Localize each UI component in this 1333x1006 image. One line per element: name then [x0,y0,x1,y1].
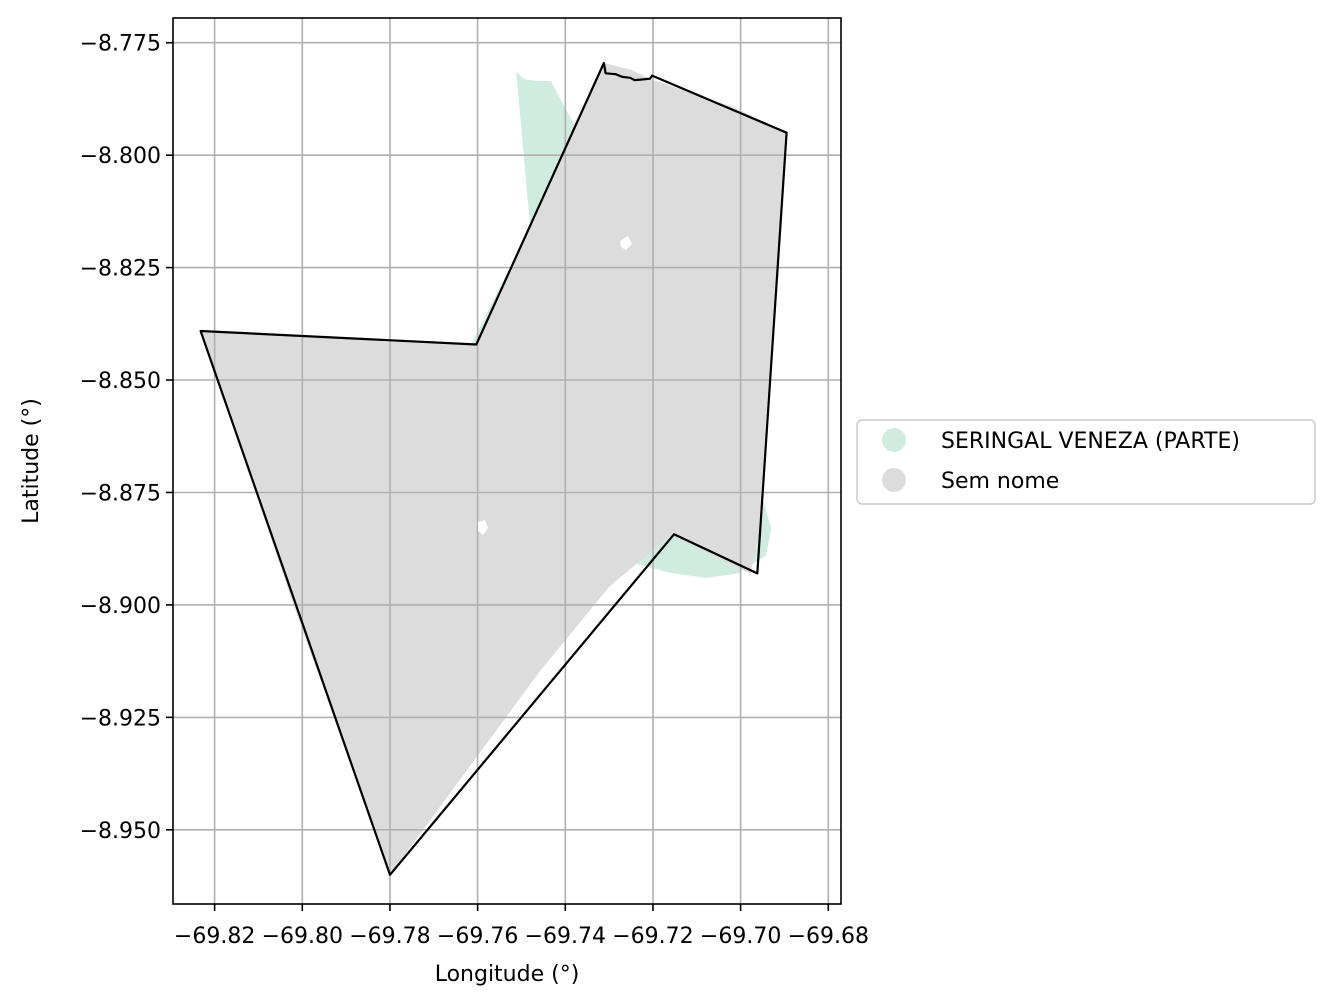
x-axis-label: Longitude (°) [435,962,580,987]
x-tick-label: −69.72 [612,924,693,949]
hole-north [620,236,632,250]
legend-marker-sem-nome [882,468,906,492]
x-tick-label: −69.70 [700,924,781,949]
polygon-sem-nome [200,63,787,875]
x-tick-label: −69.78 [349,924,430,949]
legend-label-seringal-veneza: SERINGAL VENEZA (PARTE) [941,429,1240,454]
x-tick-label: −69.82 [174,924,255,949]
map-polygons [200,63,787,875]
grid-lines [173,18,841,904]
y-tick-label: −8.850 [80,369,161,394]
y-tick-label: −8.950 [80,819,161,844]
y-axis-label: Latitude (°) [19,398,44,524]
y-axis-ticks: −8.775 −8.800 −8.825 −8.850 −8.875 −8.900 −8.9… [80,32,173,844]
y-tick-label: −8.825 [80,257,161,282]
hole-south [478,520,488,535]
x-tick-label: −69.68 [788,924,869,949]
boundary-outline [199,61,788,876]
y-tick-label: −8.800 [80,144,161,169]
legend: SERINGAL VENEZA (PARTE) Sem nome [856,419,1316,505]
legend-label-sem-nome: Sem nome [941,469,1059,494]
x-axis-ticks: −69.82 −69.80 −69.78 −69.76 −69.74 −69.72 −69.… [174,904,869,949]
legend-box [856,419,1316,505]
x-tick-label: −69.80 [262,924,343,949]
legend-marker-seringal-veneza [882,428,906,452]
x-tick-label: −69.76 [437,924,518,949]
polygon-holes [478,236,632,535]
axes-frame [172,17,842,905]
y-tick-label: −8.925 [80,706,161,731]
y-tick-label: −8.775 [80,32,161,57]
y-tick-label: −8.900 [80,594,161,619]
y-tick-label: −8.875 [80,481,161,506]
x-tick-label: −69.74 [525,924,606,949]
